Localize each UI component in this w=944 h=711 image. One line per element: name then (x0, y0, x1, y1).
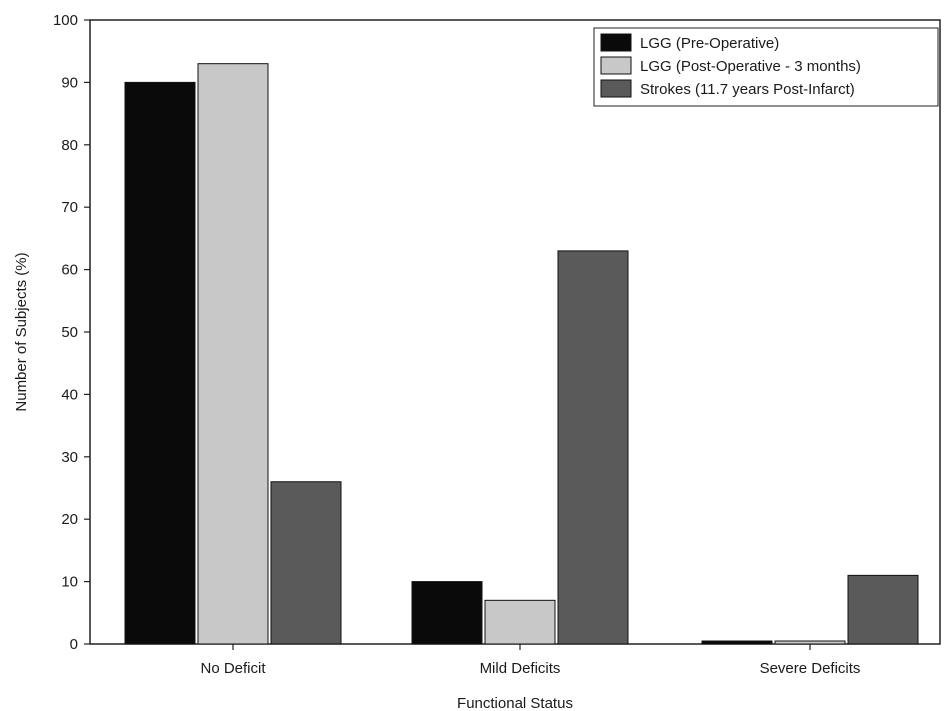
y-axis-ticks: 0 10 20 30 40 50 60 70 80 90 100 (53, 12, 90, 653)
y-tick-label: 70 (61, 199, 78, 216)
bar (847, 574, 919, 645)
y-tick-label: 50 (61, 324, 78, 341)
bar (774, 640, 846, 645)
x-axis-title: Functional Status (457, 695, 573, 711)
bar (124, 81, 196, 645)
bar (701, 640, 773, 645)
bars (124, 63, 919, 645)
legend-swatch (600, 33, 632, 52)
legend-swatch (600, 56, 632, 75)
y-axis-title: Number of Subjects (%) (13, 252, 30, 411)
y-tick-label: 80 (61, 137, 78, 154)
x-tick-label: Mild Deficits (480, 660, 561, 677)
bar (557, 250, 629, 645)
y-tick-label: 10 (61, 574, 78, 591)
legend-label: LGG (Post-Operative - 3 months) (640, 58, 861, 75)
y-tick-label: 0 (70, 636, 78, 653)
x-tick-label: No Deficit (200, 660, 266, 677)
x-tick-label: Severe Deficits (760, 660, 861, 677)
legend-swatch (600, 79, 632, 98)
bar (411, 581, 483, 645)
legend-label: LGG (Pre-Operative) (640, 35, 779, 52)
y-tick-label: 90 (61, 74, 78, 91)
y-tick-label: 100 (53, 12, 78, 29)
y-tick-label: 20 (61, 511, 78, 528)
y-tick-label: 40 (61, 386, 78, 403)
y-tick-label: 60 (61, 262, 78, 279)
bar (197, 63, 269, 645)
legend: LGG (Pre-Operative) LGG (Post-Operative -… (593, 27, 939, 107)
bar (270, 481, 342, 645)
x-axis-ticks: No Deficit Mild Deficits Severe Deficits (200, 644, 860, 677)
bar (484, 599, 556, 645)
legend-box (593, 27, 939, 107)
y-tick-label: 30 (61, 449, 78, 466)
legend-label: Strokes (11.7 years Post-Infarct) (640, 81, 855, 98)
